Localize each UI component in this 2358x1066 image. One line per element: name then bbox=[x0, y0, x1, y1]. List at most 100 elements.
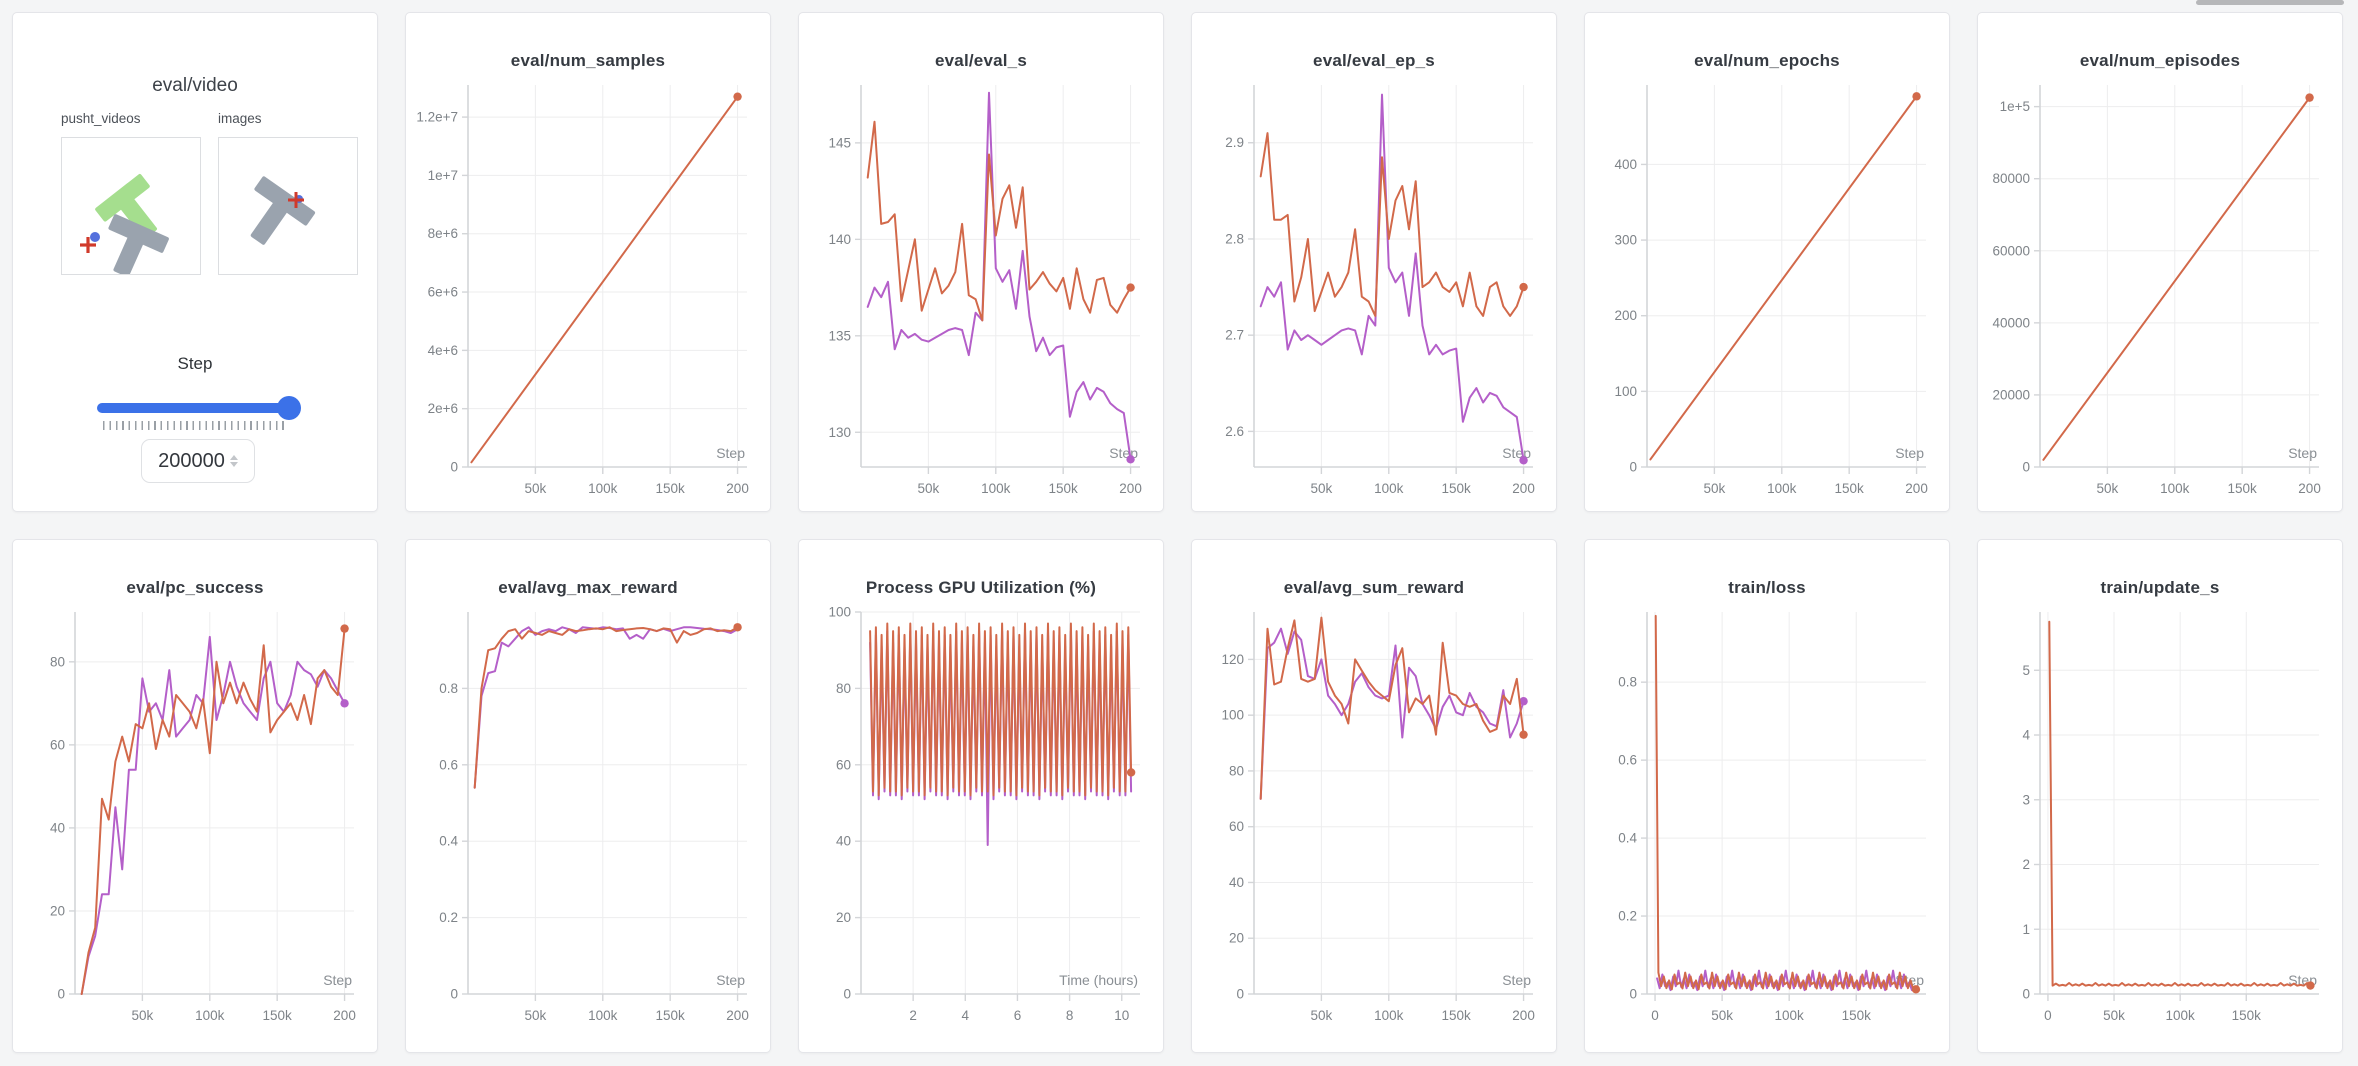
svg-text:200: 200 bbox=[1614, 308, 1637, 323]
line-chart-eval-num-samples[interactable]: 0 2e+6 4e+6 6e+6 8e+6 1e+7 1.2e+7 50k 100k 150k 20… bbox=[416, 75, 761, 507]
svg-text:6e+6: 6e+6 bbox=[427, 285, 457, 300]
chart-panel-eval-num-samples: eval/num_samples 0 2e+6 4e+6 6e+6 8e+6 1e+7 1.… bbox=[405, 12, 771, 512]
svg-text:40: 40 bbox=[1228, 875, 1243, 890]
svg-text:0.2: 0.2 bbox=[1618, 909, 1637, 924]
svg-text:2.6: 2.6 bbox=[1225, 424, 1244, 439]
svg-text:0.8: 0.8 bbox=[439, 681, 458, 696]
svg-text:200: 200 bbox=[1512, 1008, 1535, 1023]
image-thumbnail[interactable] bbox=[218, 137, 358, 275]
chart-title: eval/eval_ep_s bbox=[1313, 51, 1435, 70]
panel-grid: eval/video pusht_videos images bbox=[12, 12, 2346, 1053]
slider-tick-marks bbox=[103, 421, 285, 430]
svg-text:60000: 60000 bbox=[1992, 243, 2030, 258]
svg-text:100k: 100k bbox=[2165, 1008, 2195, 1023]
stepper-arrows[interactable] bbox=[229, 455, 238, 467]
line-chart-eval-num-epochs[interactable]: 0 100 200 300 400 50k 100k 150k 200 Step bbox=[1595, 75, 1940, 507]
svg-text:40: 40 bbox=[49, 820, 64, 835]
video-thumbnail-pusht[interactable] bbox=[61, 137, 201, 277]
svg-text:2e+6: 2e+6 bbox=[427, 401, 457, 416]
line-chart-eval-num-episodes[interactable]: 0 20000 40000 60000 80000 1e+5 50k 100k 150k 200 S… bbox=[1988, 75, 2333, 507]
svg-text:0.6: 0.6 bbox=[439, 757, 458, 772]
svg-text:100: 100 bbox=[828, 605, 851, 620]
gray-t-shape bbox=[250, 176, 316, 245]
svg-text:80: 80 bbox=[1228, 763, 1243, 778]
svg-text:8e+6: 8e+6 bbox=[427, 226, 457, 241]
svg-text:80000: 80000 bbox=[1992, 171, 2030, 186]
svg-text:4e+6: 4e+6 bbox=[427, 343, 457, 358]
svg-text:140: 140 bbox=[828, 232, 851, 247]
line-chart-gpu-utilization[interactable]: 0 20 40 60 80 100 2 4 6 8 10 Time (hours) bbox=[809, 602, 1154, 1034]
svg-text:100k: 100k bbox=[588, 481, 618, 496]
svg-text:2: 2 bbox=[909, 1008, 917, 1023]
svg-text:Step: Step bbox=[716, 445, 745, 461]
svg-text:1e+5: 1e+5 bbox=[1999, 99, 2029, 114]
increment-icon[interactable] bbox=[229, 455, 238, 460]
decrement-icon[interactable] bbox=[229, 462, 238, 467]
line-chart-eval-avg-max-reward[interactable]: 0 0.2 0.4 0.6 0.8 50k 100k 150k 200 Step bbox=[416, 602, 761, 1034]
goal-cross bbox=[80, 237, 96, 253]
gray-t-shape bbox=[108, 214, 169, 277]
svg-text:1: 1 bbox=[2022, 922, 2030, 937]
pusht-environment-render bbox=[80, 174, 169, 277]
horizontal-scrollbar-thumb[interactable] bbox=[2196, 0, 2344, 5]
svg-text:200: 200 bbox=[1512, 481, 1535, 496]
chart-panel-train-loss: train/loss 0 0.2 0.4 0.6 0.8 0 50k 100k 150k Step bbox=[1584, 539, 1950, 1053]
svg-text:60: 60 bbox=[835, 757, 850, 772]
svg-text:40: 40 bbox=[835, 834, 850, 849]
chart-panel-eval-eval-ep-s: eval/eval_ep_s 2.6 2.7 2.8 2.9 50k 100k 150k 20… bbox=[1191, 12, 1557, 512]
step-slider-track[interactable] bbox=[97, 396, 301, 420]
svg-text:1.2e+7: 1.2e+7 bbox=[416, 110, 458, 125]
svg-text:2.7: 2.7 bbox=[1225, 328, 1244, 343]
chart-panel-eval-avg-max-reward: eval/avg_max_reward 0 0.2 0.4 0.6 0.8 50k 100k… bbox=[405, 539, 771, 1053]
svg-text:20000: 20000 bbox=[1992, 387, 2030, 402]
svg-text:50k: 50k bbox=[131, 1008, 153, 1023]
svg-text:50k: 50k bbox=[1711, 1008, 1733, 1023]
svg-text:5: 5 bbox=[2022, 663, 2030, 678]
svg-text:0.4: 0.4 bbox=[439, 834, 458, 849]
chart-title: eval/avg_sum_reward bbox=[1283, 578, 1465, 597]
svg-text:4: 4 bbox=[961, 1008, 969, 1023]
svg-text:0: 0 bbox=[2044, 1008, 2052, 1023]
svg-text:Step: Step bbox=[323, 972, 352, 988]
svg-text:135: 135 bbox=[828, 328, 851, 343]
step-value: 200000 bbox=[158, 449, 225, 472]
svg-text:Step: Step bbox=[1895, 445, 1924, 461]
svg-text:0.2: 0.2 bbox=[439, 910, 458, 925]
svg-text:2.9: 2.9 bbox=[1225, 135, 1244, 150]
svg-text:0: 0 bbox=[1629, 987, 1637, 1002]
svg-text:200: 200 bbox=[1119, 481, 1142, 496]
svg-text:120: 120 bbox=[1221, 652, 1244, 667]
line-chart-eval-pc-success[interactable]: 0 20 40 60 80 50k 100k 150k 200 Step bbox=[23, 602, 368, 1034]
svg-text:0: 0 bbox=[450, 987, 458, 1002]
chart-title: eval/num_samples bbox=[510, 51, 666, 70]
svg-text:2.8: 2.8 bbox=[1225, 231, 1244, 246]
svg-text:8: 8 bbox=[1065, 1008, 1073, 1023]
svg-text:150k: 150k bbox=[1441, 1008, 1471, 1023]
line-chart-eval-avg-sum-reward[interactable]: 0 20 40 60 80 100 120 50k 100k 150k 200 Step bbox=[1202, 602, 1547, 1034]
svg-text:150k: 150k bbox=[655, 481, 685, 496]
svg-text:145: 145 bbox=[828, 135, 851, 150]
svg-text:Time (hours): Time (hours) bbox=[1059, 972, 1138, 988]
chart-panel-eval-num-episodes: eval/num_episodes 0 20000 40000 60000 80000 1… bbox=[1977, 12, 2343, 512]
svg-text:0: 0 bbox=[1651, 1008, 1659, 1023]
svg-text:80: 80 bbox=[49, 654, 64, 669]
svg-text:0: 0 bbox=[1236, 987, 1244, 1002]
svg-text:150k: 150k bbox=[2227, 481, 2257, 496]
svg-text:200: 200 bbox=[726, 1008, 749, 1023]
step-number-input[interactable]: 200000 bbox=[141, 439, 255, 483]
chart-panel-gpu-utilization: Process GPU Utilization (%) 0 20 40 60 80 100… bbox=[798, 539, 1164, 1053]
svg-text:50k: 50k bbox=[917, 481, 939, 496]
svg-text:40000: 40000 bbox=[1992, 315, 2030, 330]
svg-text:150k: 150k bbox=[1834, 481, 1864, 496]
chart-title: eval/num_epochs bbox=[1694, 51, 1840, 70]
svg-text:0: 0 bbox=[2022, 460, 2030, 475]
step-slider-thumb[interactable] bbox=[277, 396, 301, 420]
svg-text:100: 100 bbox=[1614, 384, 1637, 399]
svg-text:150k: 150k bbox=[655, 1008, 685, 1023]
svg-text:0.4: 0.4 bbox=[1618, 831, 1637, 846]
chart-title: train/loss bbox=[1728, 578, 1806, 597]
